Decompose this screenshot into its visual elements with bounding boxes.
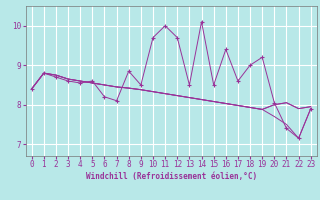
- X-axis label: Windchill (Refroidissement éolien,°C): Windchill (Refroidissement éolien,°C): [86, 172, 257, 181]
